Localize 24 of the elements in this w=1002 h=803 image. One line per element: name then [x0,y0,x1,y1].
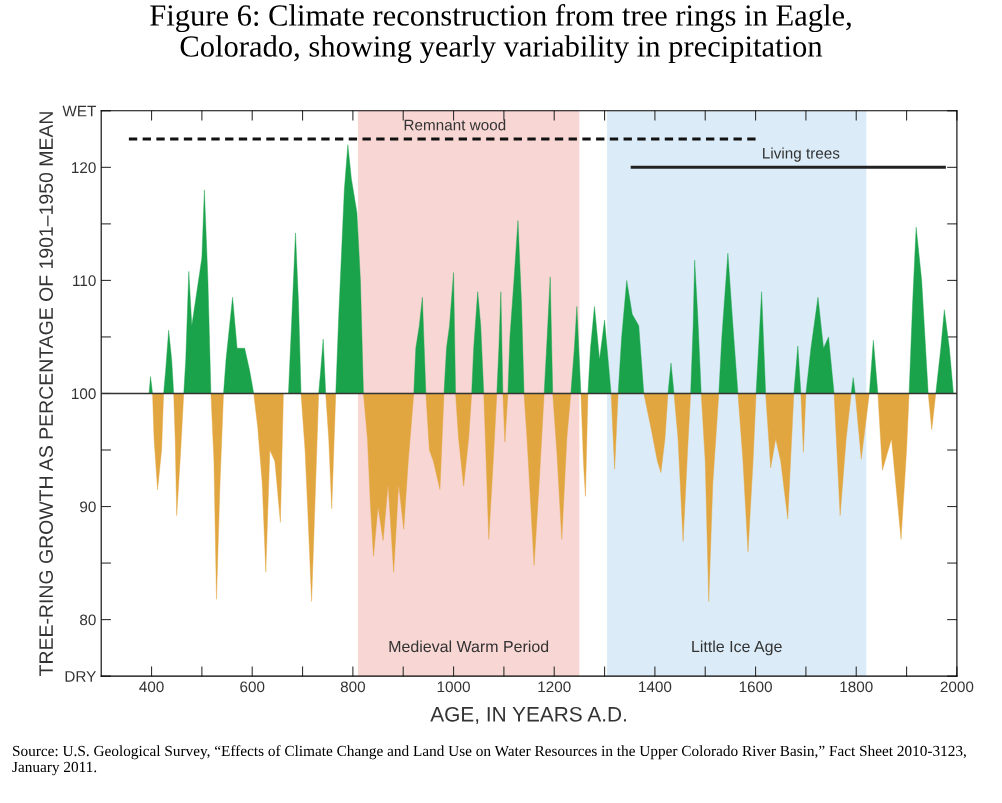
x-tick-label: 2000 [940,681,974,693]
x-tick-label: 1200 [538,681,571,693]
band-label: Medieval Warm Period [389,640,549,653]
y-tick-label: 90 [80,501,96,513]
x-axis-title: AGE, IN YEARS A.D. [430,706,626,725]
y-tick-label: 120 [72,162,96,174]
source-note: Source: U.S. Geological Survey, “Effects of Climate Change and Land Use on Water Resources in the Upper Colorado River Basin,” Fact Sheet 2010-3123, January 2011. [12,745,966,776]
y-tick-label: 110 [73,275,96,287]
chart-title: Figure 6: Climate reconstruction from tree rings in Eagle, Colorado, showing yearly variability in precipitation [150,4,851,64]
y-tick-label: DRY [65,671,96,682]
x-tick-label: 1400 [639,681,672,693]
x-tick-label: 600 [240,681,265,693]
x-tick-label: 1600 [739,681,772,693]
y-tick-label: WET [62,105,96,117]
series-label: Remnant wood [404,119,506,131]
x-tick-label: 400 [139,681,164,693]
x-tick-label: 1000 [437,681,470,693]
band-label: Little Ice Age [692,640,782,656]
x-tick-label: 800 [340,681,366,693]
y-tick-label: 80 [80,614,96,626]
y-axis-title: TREE-RING GROWTH AS PERCENTAGE OF 1901–1950 MEAN [39,112,53,676]
series-label: Living trees [763,147,840,162]
x-tick-label: 1800 [840,681,873,693]
y-tick-label: 100 [72,388,96,400]
